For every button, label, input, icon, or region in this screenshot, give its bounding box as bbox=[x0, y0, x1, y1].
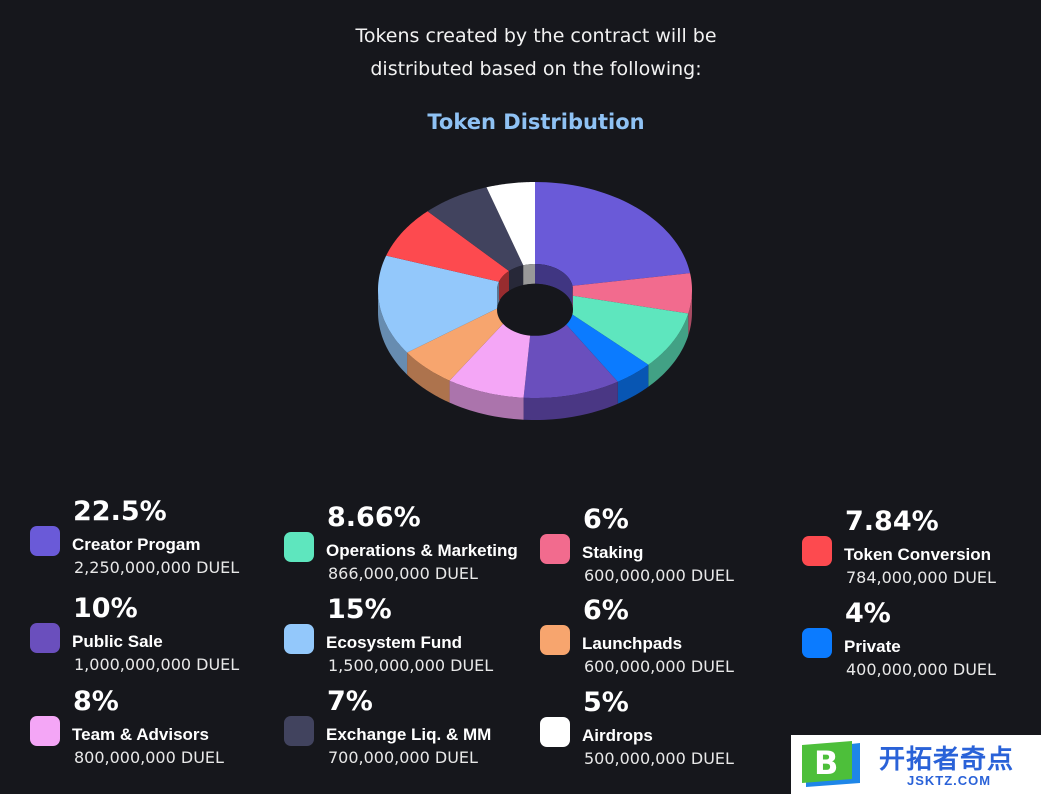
pie-hole-wall-ecosystem-fund bbox=[497, 281, 499, 310]
pie-side-staking bbox=[688, 290, 692, 336]
pie-side-walls bbox=[378, 290, 692, 420]
watermark-text-cn: 开拓者奇点 bbox=[879, 745, 1015, 775]
legend-label: Staking bbox=[582, 543, 644, 562]
legend-percent: 7% bbox=[327, 686, 373, 717]
legend-item-staking: 6% Staking 600,000,000 DUEL bbox=[540, 504, 790, 600]
pie-side-public-sale bbox=[523, 381, 618, 420]
legend-percent: 5% bbox=[583, 687, 629, 718]
legend-label: Ecosystem Fund bbox=[326, 633, 463, 652]
legend-amount: 800,000,000 DUEL bbox=[74, 748, 224, 767]
legend-label: Team & Advisors bbox=[72, 725, 209, 744]
legend-item-operations-marketing: 8.66% Operations & Marketing 866,000,000… bbox=[284, 502, 534, 598]
pie-top-faces bbox=[378, 182, 692, 398]
legend-item-private: 4% Private 400,000,000 DUEL bbox=[802, 598, 1041, 694]
legend-swatch bbox=[284, 624, 314, 654]
pie-center-hole bbox=[497, 283, 573, 336]
legend-item-ecosystem-fund: 15% Ecosystem Fund 1,500,000,000 DUEL bbox=[284, 594, 534, 690]
legend-item-team-advisors: 8% Team & Advisors 800,000,000 DUEL bbox=[30, 686, 280, 782]
legend-amount: 700,000,000 DUEL bbox=[328, 748, 478, 767]
legend-amount: 1,000,000,000 DUEL bbox=[74, 655, 240, 674]
legend-swatch bbox=[30, 716, 60, 746]
legend-item-creator-progam: 22.5% Creator Progam 2,250,000,000 DUEL bbox=[30, 496, 280, 592]
pie-hole-wall-token-conversion bbox=[498, 271, 509, 302]
intro-line-1: Tokens created by the contract will be bbox=[355, 25, 717, 47]
pie-slice-staking bbox=[572, 273, 692, 314]
chart-title: Token Distribution bbox=[427, 110, 645, 134]
legend-amount: 1,500,000,000 DUEL bbox=[328, 656, 494, 675]
legend-label: Public Sale bbox=[72, 632, 163, 651]
pie-hole-wall-exchange-liq-mm bbox=[508, 265, 524, 291]
legend-percent: 8% bbox=[73, 686, 119, 717]
pie-slice-airdrops bbox=[486, 182, 535, 266]
legend-label: Creator Progam bbox=[72, 535, 201, 554]
legend-amount: 600,000,000 DUEL bbox=[584, 657, 734, 676]
legend-swatch bbox=[802, 628, 832, 658]
legend-item-airdrops: 5% Airdrops 500,000,000 DUEL bbox=[540, 687, 790, 783]
legend-percent: 4% bbox=[845, 598, 891, 629]
legend-item-token-conversion: 7.84% Token Conversion 784,000,000 DUEL bbox=[802, 506, 1041, 602]
legend-label: Airdrops bbox=[582, 726, 653, 745]
legend-swatch bbox=[284, 532, 314, 562]
legend-label: Token Conversion bbox=[844, 545, 992, 564]
pie-slice-exchange-liq-mm bbox=[427, 187, 524, 272]
pie-inner-wall bbox=[497, 264, 573, 310]
pie-side-ecosystem-fund bbox=[378, 290, 408, 375]
legend-label: Launchpads bbox=[582, 634, 683, 653]
legend-label: Private bbox=[844, 637, 901, 656]
watermark: B 开拓者奇点 JSKTZ.COM bbox=[791, 735, 1041, 794]
legend-label: Operations & Marketing bbox=[326, 541, 518, 560]
pie-side-team-advisors bbox=[449, 380, 524, 420]
legend-percent: 7.84% bbox=[845, 506, 939, 537]
legend-amount: 400,000,000 DUEL bbox=[846, 660, 996, 679]
pie-slice-token-conversion bbox=[386, 211, 509, 282]
legend-percent: 22.5% bbox=[73, 496, 167, 527]
pie-hole-wall-airdrops bbox=[523, 264, 535, 286]
pie-slice-private bbox=[555, 307, 649, 382]
legend-item-launchpads: 6% Launchpads 600,000,000 DUEL bbox=[540, 595, 790, 691]
legend-item-public-sale: 10% Public Sale 1,000,000,000 DUEL bbox=[30, 593, 280, 689]
legend-swatch bbox=[540, 625, 570, 655]
legend-swatch bbox=[284, 716, 314, 746]
pie-hole-wall-creator-progam bbox=[535, 264, 573, 306]
legend-percent: 8.66% bbox=[327, 502, 421, 533]
watermark-logo-letter: B bbox=[814, 744, 838, 782]
legend-amount: 600,000,000 DUEL bbox=[584, 566, 734, 585]
pie-slice-launchpads bbox=[407, 305, 515, 381]
legend-swatch bbox=[30, 623, 60, 653]
legend-percent: 6% bbox=[583, 595, 629, 626]
legend-amount: 500,000,000 DUEL bbox=[584, 749, 734, 768]
intro-line-2: distributed based on the following: bbox=[370, 58, 702, 80]
legend-swatch bbox=[802, 536, 832, 566]
pie-slice-ecosystem-fund bbox=[378, 255, 505, 353]
legend-swatch bbox=[540, 717, 570, 747]
legend-amount: 866,000,000 DUEL bbox=[328, 564, 478, 583]
token-distribution-pie-chart bbox=[378, 182, 692, 420]
legend-percent: 6% bbox=[583, 504, 629, 535]
watermark-logo-icon: B bbox=[802, 741, 860, 787]
legend-swatch bbox=[30, 526, 60, 556]
watermark-text-en: JSKTZ.COM bbox=[907, 773, 992, 788]
pie-side-private bbox=[617, 364, 649, 404]
pie-slice-operations-marketing bbox=[562, 295, 689, 365]
legend-label: Exchange Liq. & MM bbox=[326, 725, 492, 744]
pie-side-launchpads bbox=[407, 352, 450, 403]
pie-slice-team-advisors bbox=[449, 311, 533, 398]
legend-item-exchange-liq-mm: 7% Exchange Liq. & MM 700,000,000 DUEL bbox=[284, 686, 534, 782]
intro-text: Tokens created by the contract will be d… bbox=[300, 20, 772, 86]
legend-percent: 10% bbox=[73, 593, 138, 624]
pie-slice-creator-progam bbox=[535, 182, 691, 286]
legend-swatch bbox=[540, 534, 570, 564]
pie-side-operations-marketing bbox=[648, 313, 689, 387]
legend-amount: 784,000,000 DUEL bbox=[846, 568, 996, 587]
legend-percent: 15% bbox=[327, 594, 392, 625]
legend-amount: 2,250,000,000 DUEL bbox=[74, 558, 240, 577]
